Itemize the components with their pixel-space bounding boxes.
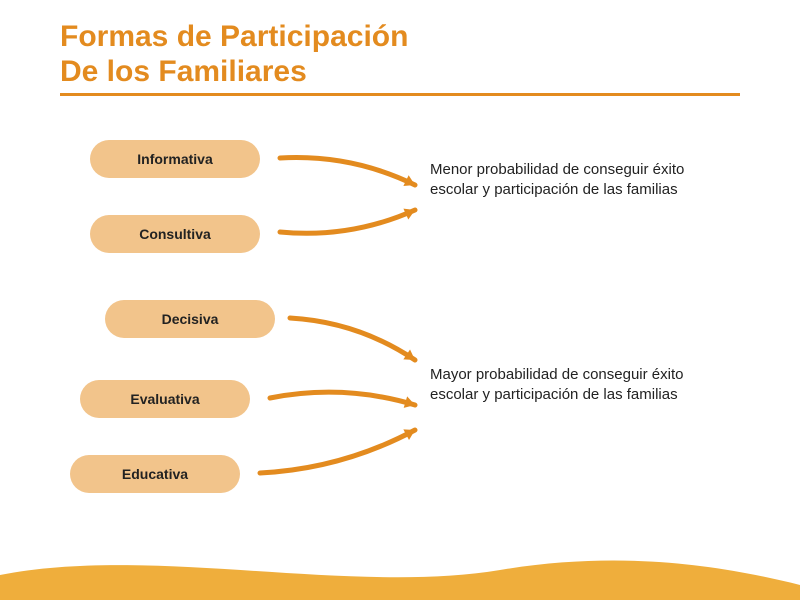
title-underline [60, 93, 740, 96]
category-box-0: Informativa [90, 140, 260, 178]
arrow-3 [270, 392, 415, 405]
category-box-3: Evaluativa [80, 380, 250, 418]
category-box-4: Educativa [70, 455, 240, 493]
title-line1: Formas de Participación [60, 20, 740, 55]
description-1: Mayor probabilidad de conseguir éxito es… [430, 365, 690, 406]
diagram-content: Informativa Consultiva Decisiva Evaluativa E… [60, 130, 750, 520]
arrow-4 [260, 430, 415, 473]
arrow-0 [280, 158, 415, 185]
category-box-2: Decisiva [105, 300, 275, 338]
category-box-1: Consultiva [90, 215, 260, 253]
footer-wave [0, 540, 800, 600]
title-line2: De los Familiares [60, 55, 740, 90]
title-block: Formas de Participación De los Familiare… [60, 20, 740, 96]
arrow-2 [290, 318, 415, 360]
description-0: Menor probabilidad de conseguir éxito es… [430, 160, 690, 201]
arrow-1 [280, 210, 415, 233]
